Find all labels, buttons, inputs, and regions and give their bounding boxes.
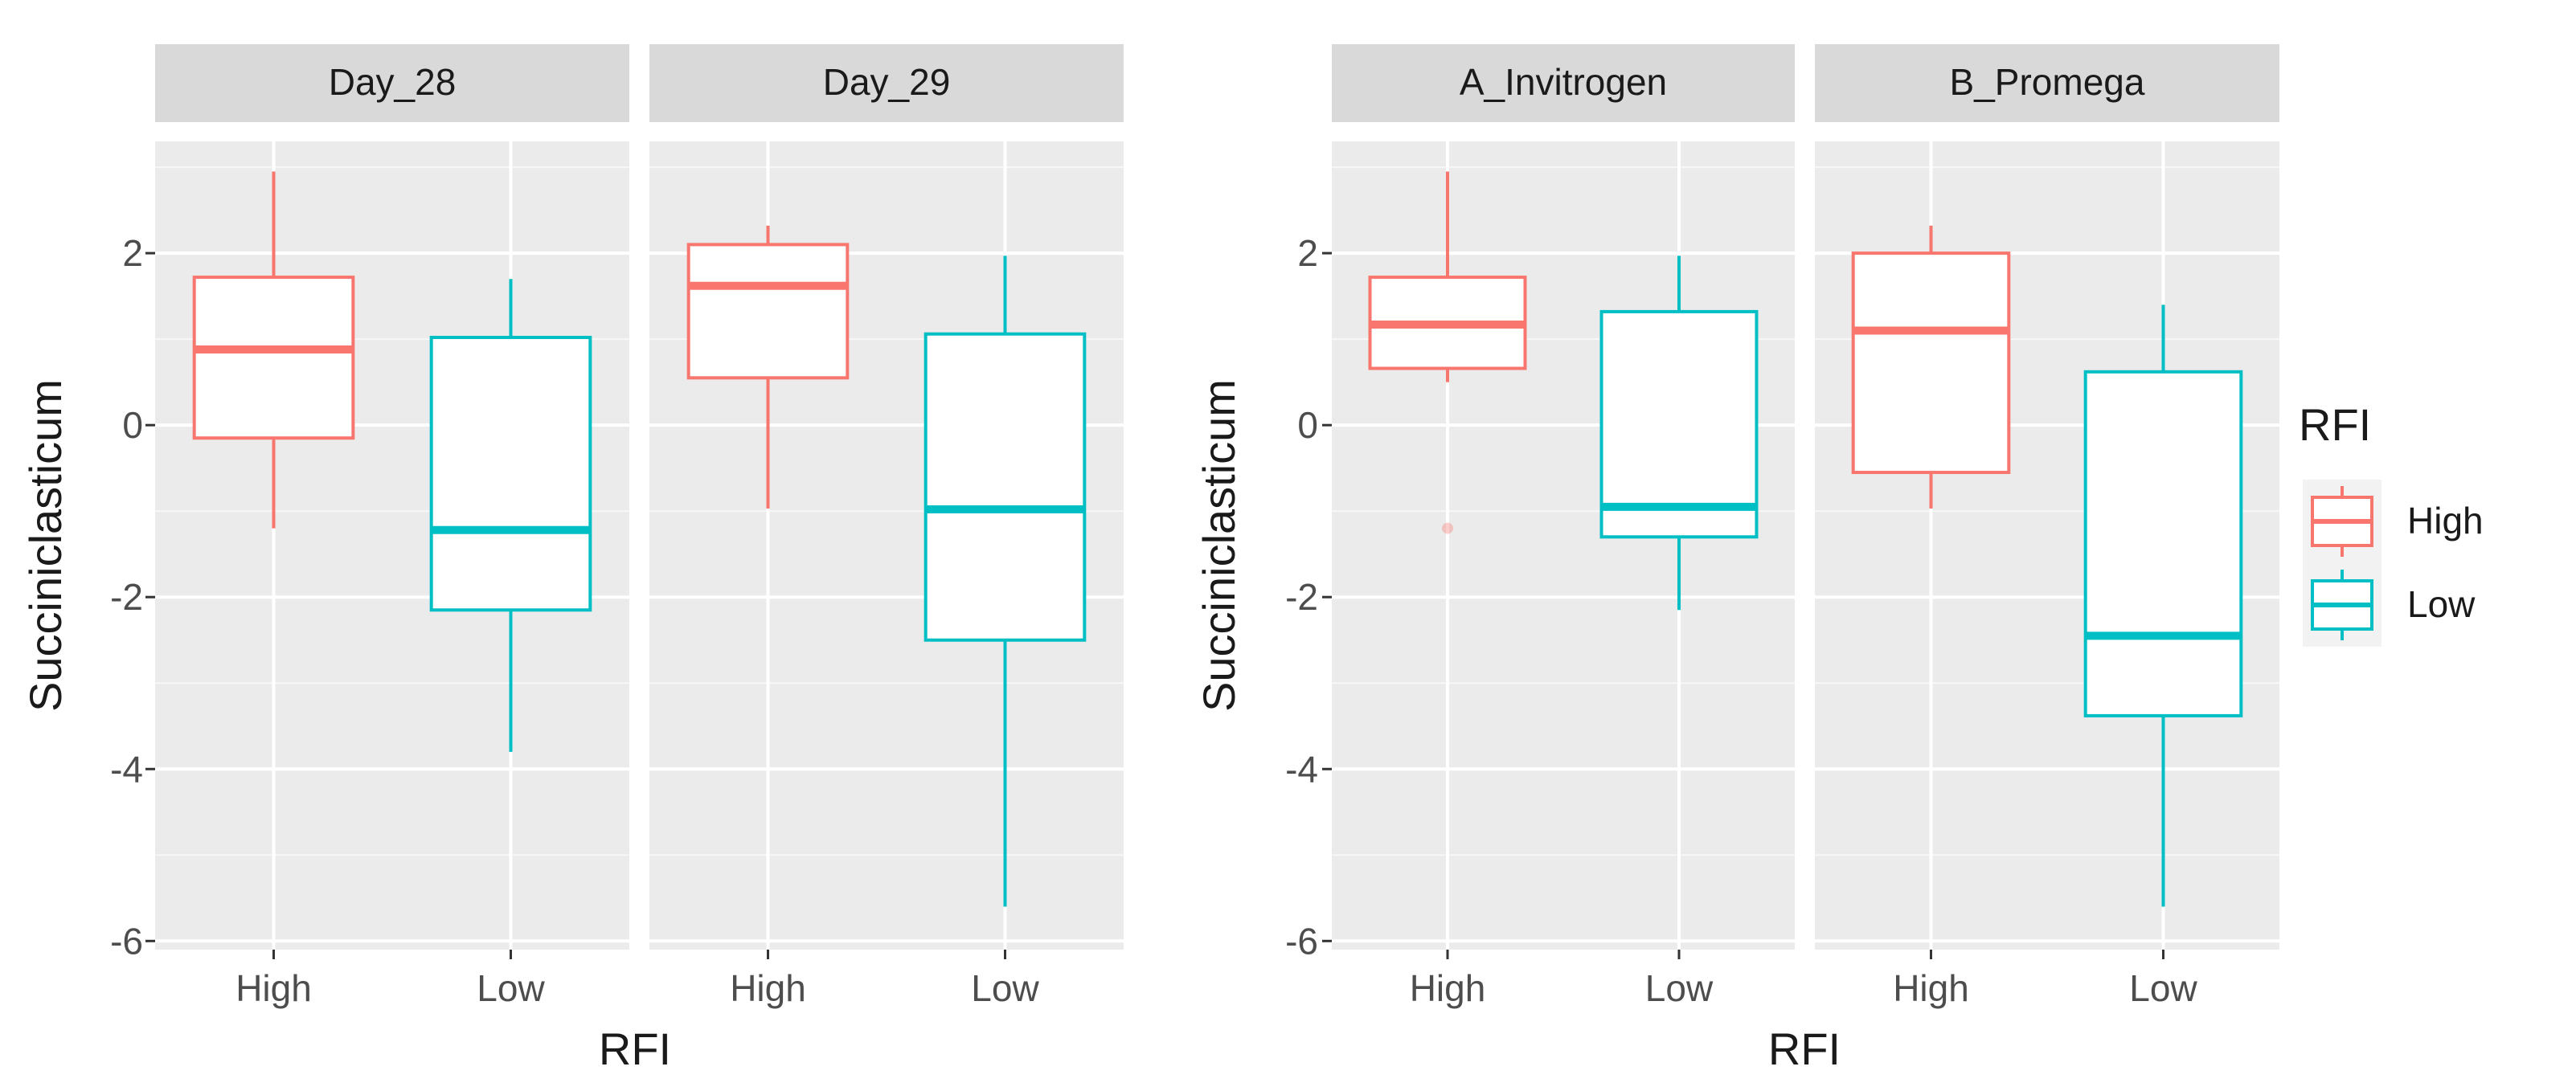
box-iqr — [2083, 370, 2243, 717]
legend-title: RFI — [2299, 399, 2371, 450]
boxplot-low — [429, 279, 592, 752]
x-tick-label: High — [235, 967, 312, 1009]
x-axis-title: RFI — [599, 1024, 671, 1074]
boxplot-high — [686, 225, 850, 509]
y-tick-label: -2 — [110, 576, 143, 618]
box-iqr — [429, 336, 592, 612]
y-tick-label: -6 — [1285, 920, 1318, 962]
legend: RFI High Low — [2299, 399, 2484, 647]
y-tick-label: 2 — [122, 232, 143, 274]
box-iqr — [686, 243, 850, 380]
box-iqr — [1599, 309, 1759, 539]
boxplot-low — [2083, 304, 2243, 907]
facet-panel: A_Invitrogen High Low — [1332, 44, 1795, 1009]
y-tick-label: 0 — [1297, 404, 1318, 446]
legend-item-high: High — [2303, 480, 2484, 563]
facet-strip — [1332, 44, 1795, 122]
facet-panel: Day_28 High Low — [155, 44, 629, 1009]
facet-strip-label: B_Promega — [1950, 61, 2145, 103]
facet-panel: B_Promega High Low — [1815, 44, 2279, 1009]
x-tick-label: High — [1410, 967, 1486, 1009]
boxplot-high — [1368, 171, 1527, 534]
outlier-point — [1442, 522, 1453, 534]
box-iqr — [192, 276, 355, 440]
subplot-2: A_Invitrogen High Low B_Promega High Low 2 0 -2 -… — [1194, 44, 2279, 1074]
x-tick-label: Low — [477, 967, 545, 1009]
facet-strip — [155, 44, 629, 122]
y-tick-label: -4 — [110, 748, 143, 790]
x-tick-label: High — [1893, 967, 1969, 1009]
y-axis-title: Succiniclasticum — [1194, 379, 1244, 712]
box-iqr — [1851, 251, 2011, 475]
x-tick-label: Low — [1645, 967, 1714, 1009]
facet-strip — [649, 44, 1124, 122]
subplot-1: Day_28 High Low Day_29 High Low 2 0 -2 -4 -6 Succin… — [20, 44, 1124, 1074]
boxplot-high — [1851, 225, 2011, 509]
facet-strip — [1815, 44, 2279, 122]
y-tick-label: -4 — [1285, 748, 1318, 790]
y-tick-label: 2 — [1297, 232, 1318, 274]
x-axis-title: RFI — [1768, 1024, 1841, 1074]
y-tick-label: -2 — [1285, 576, 1318, 618]
y-tick-label: -6 — [110, 920, 143, 962]
legend-item-low: Low — [2303, 563, 2476, 647]
x-tick-label: Low — [2129, 967, 2197, 1009]
facet-panel: Day_29 High Low — [649, 44, 1124, 1009]
x-tick-label: Low — [971, 967, 1039, 1009]
facet-strip-label: A_Invitrogen — [1460, 61, 1667, 103]
box-iqr — [924, 332, 1087, 642]
panel-background — [1332, 141, 1795, 950]
legend-item-label: High — [2407, 500, 2484, 541]
y-tick-label: 0 — [122, 404, 143, 446]
boxplot-high — [192, 171, 355, 529]
legend-item-label: Low — [2407, 583, 2476, 625]
y-axis-title: Succiniclasticum — [20, 379, 71, 712]
x-tick-label: High — [730, 967, 806, 1009]
boxplot-low — [1599, 255, 1759, 611]
boxplot-low — [924, 255, 1087, 907]
facet-strip-label: Day_29 — [823, 61, 951, 103]
facet-strip-label: Day_28 — [329, 61, 457, 103]
